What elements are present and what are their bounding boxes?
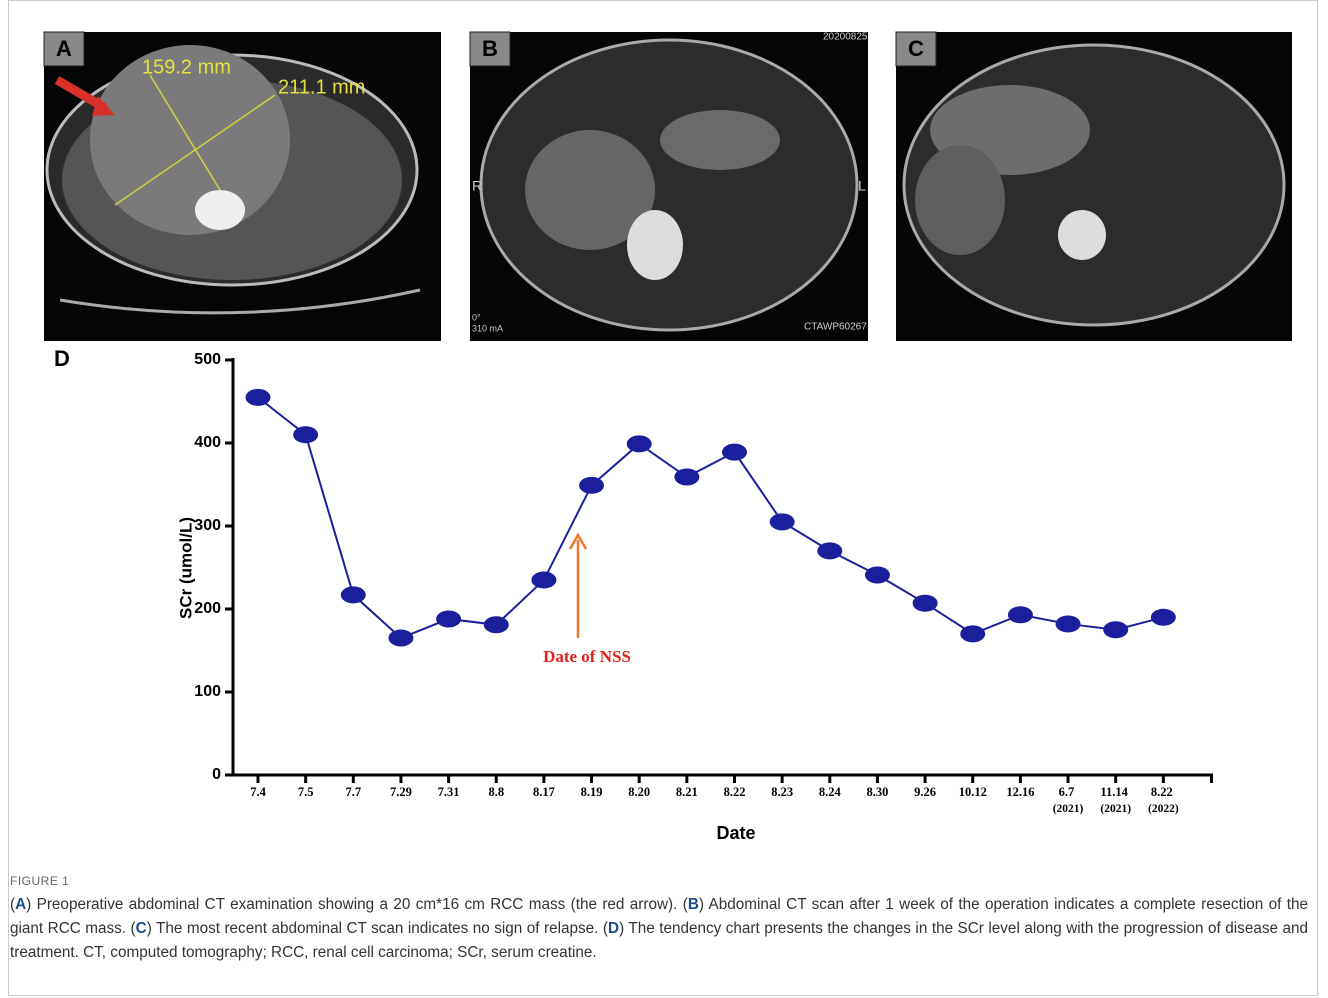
figure: A 159.2 mm 211.1 mm B 20200825 R L 0° 31… (43, 31, 1292, 843)
x-tick-label: 8.8 (488, 785, 504, 799)
caption-panel-ref: D (608, 920, 620, 937)
data-point (1007, 606, 1033, 624)
image-text: 310 mA (472, 323, 503, 333)
data-point (340, 586, 366, 604)
ct-image (469, 31, 868, 341)
caption-panel-ref: B (687, 896, 699, 913)
x-tick-label: 8.20 (628, 785, 650, 799)
x-tick-label: 8.24 (819, 785, 842, 799)
caption-text: ) The most recent abdominal CT scan indi… (146, 920, 608, 937)
data-point (1103, 621, 1129, 639)
data-point (1150, 608, 1176, 626)
panel-label: C (908, 36, 924, 61)
x-tick-label: 7.31 (438, 785, 460, 799)
annotation: Date of NSS (543, 647, 631, 666)
caption-label: FIGURE 1 (10, 874, 70, 888)
data-point (245, 388, 271, 406)
x-tick-label: 8.19 (581, 785, 603, 799)
measurement: 159.2 mm (142, 56, 231, 78)
x-tick-label: 11.14 (2021) (1100, 785, 1131, 815)
x-tick-label: 6.7 (2021) (1053, 785, 1084, 815)
data-point (388, 629, 414, 647)
x-tick-label: 8.30 (867, 785, 889, 799)
data-point (960, 625, 986, 643)
image-text: 20200825 (823, 32, 868, 43)
data-point (579, 476, 605, 494)
panel-label: B (482, 36, 498, 61)
caption-panel-ref: C (135, 920, 147, 937)
caption-text: ) Abdominal CT scan after 1 week of the … (10, 896, 1308, 937)
x-tick-label: 8.21 (676, 785, 698, 799)
frame (8, 0, 1318, 996)
caption-text: ) The tendency chart presents the change… (10, 920, 1309, 961)
data-point (817, 542, 843, 560)
y-tick-label: 200 (194, 600, 221, 617)
data-point (912, 594, 938, 612)
data-point (1055, 615, 1081, 633)
x-tick-label: 7.5 (298, 785, 314, 799)
data-point (722, 443, 747, 461)
data-line (257, 396, 1164, 640)
y-tick-label: 500 (194, 351, 221, 368)
data-point (769, 513, 795, 531)
x-tick-label: 8.23 (771, 785, 793, 799)
data-point (436, 610, 462, 628)
data-point (674, 468, 700, 486)
ct-image (895, 31, 1292, 341)
y-tick-label: 400 (194, 434, 221, 451)
y-tick-label: 300 (194, 517, 221, 534)
ct-image (43, 31, 441, 341)
x-tick-label: 12.16 (1006, 785, 1034, 799)
x-tick-label: 10.12 (959, 785, 987, 799)
y-axis-label: SCr (umol/L) (176, 517, 195, 619)
caption: (A) Preoperative abdominal CT examinatio… (10, 893, 1308, 965)
measurement: 211.1 mm (278, 76, 365, 98)
x-tick-label: 8.17 (533, 785, 555, 799)
x-tick-label: 8.22 (724, 785, 746, 799)
x-tick-label: 8.22 (2022) (1148, 785, 1179, 815)
data-point (864, 566, 890, 584)
data-point (626, 435, 652, 453)
image-text: 0° (472, 312, 481, 322)
caption-text: ) Preoperative abdominal CT examination … (26, 896, 688, 913)
image-text: CTAWP60267 (804, 322, 867, 333)
x-tick-label: 9.26 (914, 785, 936, 799)
y-tick-label: 0 (212, 766, 221, 783)
data-point (293, 426, 319, 444)
caption-panel-ref: A (15, 896, 27, 913)
caption-text: ( (10, 896, 16, 913)
x-axis-label: Date (716, 823, 755, 843)
annotation-arrow (568, 532, 588, 550)
data-point (483, 616, 509, 634)
x-tick-label: 7.7 (345, 785, 361, 799)
panel-label: D (54, 346, 70, 371)
x-tick-label: 7.4 (250, 785, 266, 799)
image-text: L (858, 178, 866, 194)
data-point (531, 571, 557, 589)
panel-label: A (56, 36, 72, 61)
x-tick-label: 7.29 (390, 785, 412, 799)
y-tick-label: 100 (194, 683, 221, 700)
image-text: R (472, 178, 482, 194)
